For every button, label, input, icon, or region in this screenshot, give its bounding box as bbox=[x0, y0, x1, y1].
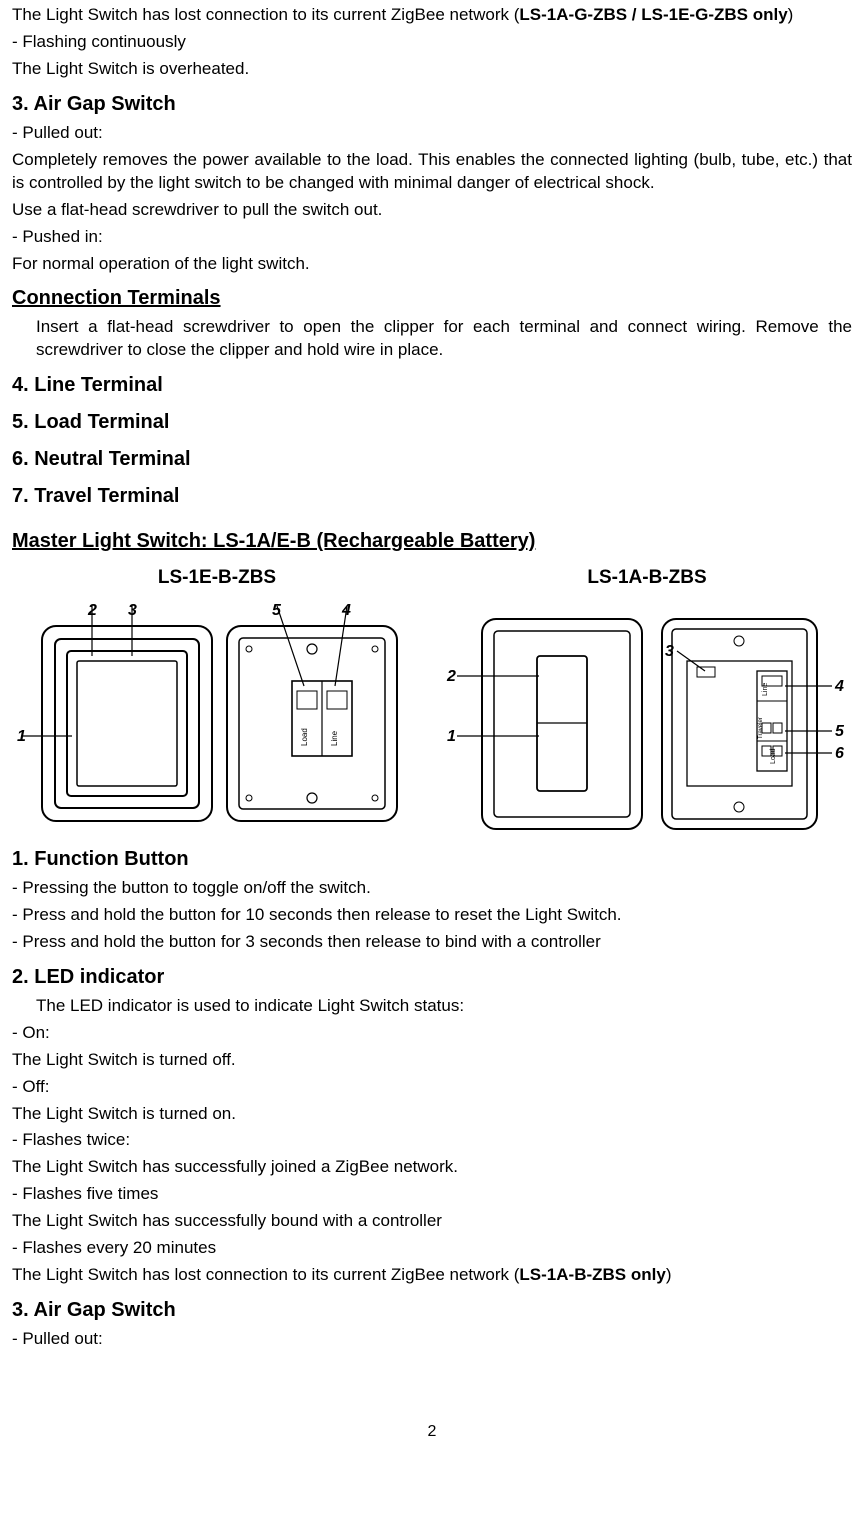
diagram-left-title: LS-1E-B-ZBS bbox=[12, 565, 422, 591]
diagram-right: 1 2 bbox=[442, 601, 852, 836]
led-f20-desc: The Light Switch has lost connection to … bbox=[12, 1264, 852, 1287]
lost-conn-suffix: ) bbox=[788, 5, 794, 24]
diag-left-3: 3 bbox=[128, 602, 137, 619]
led-f20-pre: The Light Switch has lost connection to … bbox=[12, 1265, 519, 1284]
led-intro: The LED indicator is used to indicate Li… bbox=[36, 995, 852, 1018]
led-on: - On: bbox=[12, 1022, 852, 1045]
diag-right-line: Line bbox=[762, 683, 769, 696]
flashing-continuously: - Flashing continuously bbox=[12, 31, 852, 54]
air-gap-heading-1: 3. Air Gap Switch bbox=[12, 91, 852, 118]
line-terminal-heading: 4. Line Terminal bbox=[12, 372, 852, 399]
function-button-heading: 1. Function Button bbox=[12, 846, 852, 873]
diag-right-load: Load bbox=[770, 748, 777, 764]
diag-left-4: 4 bbox=[341, 602, 351, 619]
led-f5: - Flashes five times bbox=[12, 1183, 852, 1206]
diag-right-4: 4 bbox=[834, 678, 844, 695]
air-gap-heading-2: 3. Air Gap Switch bbox=[12, 1297, 852, 1324]
diagram-left: 1 2 3 Load Lin bbox=[12, 601, 422, 836]
diag-right-2: 2 bbox=[446, 668, 456, 685]
diag-right-1: 1 bbox=[447, 728, 456, 745]
connection-terminals-heading: Connection Terminals bbox=[12, 285, 852, 312]
diag-left-5: 5 bbox=[272, 602, 282, 619]
master-heading: Master Light Switch: LS-1A/E-B (Recharge… bbox=[12, 528, 852, 555]
diag-left-1: 1 bbox=[17, 728, 26, 745]
overheated-note: The Light Switch is overheated. bbox=[12, 58, 852, 81]
load-terminal-heading: 5. Load Terminal bbox=[12, 409, 852, 436]
pulled-out-tool: Use a flat-head screwdriver to pull the … bbox=[12, 199, 852, 222]
lost-conn-bold: LS-1A-G-ZBS / LS-1E-G-ZBS only bbox=[519, 5, 787, 24]
func-item-1: - Pressing the button to toggle on/off t… bbox=[12, 877, 852, 900]
led-off-desc: The Light Switch is turned on. bbox=[12, 1103, 852, 1126]
diag-left-2: 2 bbox=[87, 602, 97, 619]
lost-connection-note: The Light Switch has lost connection to … bbox=[12, 4, 852, 27]
diagram-right-col: LS-1A-B-ZBS 1 2 bbox=[442, 565, 852, 836]
diag-right-traveler: Traveler bbox=[758, 717, 764, 739]
diagram-left-col: LS-1E-B-ZBS 1 2 3 bbox=[12, 565, 422, 836]
led-f5-desc: The Light Switch has successfully bound … bbox=[12, 1210, 852, 1233]
led-f2-desc: The Light Switch has successfully joined… bbox=[12, 1156, 852, 1179]
pushed-in-label: - Pushed in: bbox=[12, 226, 852, 249]
led-f20: - Flashes every 20 minutes bbox=[12, 1237, 852, 1260]
connection-terminals-body: Insert a flat-head screwdriver to open t… bbox=[36, 316, 852, 362]
diag-left-line: Line bbox=[330, 730, 339, 746]
airgap2-pulled: - Pulled out: bbox=[12, 1328, 852, 1351]
diagram-right-title: LS-1A-B-ZBS bbox=[442, 565, 852, 591]
neutral-terminal-heading: 6. Neutral Terminal bbox=[12, 446, 852, 473]
diag-right-5: 5 bbox=[835, 723, 845, 740]
led-heading: 2. LED indicator bbox=[12, 964, 852, 991]
diag-left-load: Load bbox=[300, 728, 309, 746]
led-on-desc: The Light Switch is turned off. bbox=[12, 1049, 852, 1072]
travel-terminal-heading: 7. Travel Terminal bbox=[12, 483, 852, 510]
led-off: - Off: bbox=[12, 1076, 852, 1099]
lost-conn-prefix: The Light Switch has lost connection to … bbox=[12, 5, 519, 24]
func-item-3: - Press and hold the button for 3 second… bbox=[12, 931, 852, 954]
diagram-row: LS-1E-B-ZBS 1 2 3 bbox=[12, 565, 852, 836]
led-f20-bold: LS-1A-B-ZBS only bbox=[519, 1265, 665, 1284]
pushed-in-desc: For normal operation of the light switch… bbox=[12, 253, 852, 276]
diag-right-6: 6 bbox=[835, 745, 844, 762]
func-item-2: - Press and hold the button for 10 secon… bbox=[12, 904, 852, 927]
led-f2: - Flashes twice: bbox=[12, 1129, 852, 1152]
pulled-out-label: - Pulled out: bbox=[12, 122, 852, 145]
led-f20-post: ) bbox=[666, 1265, 672, 1284]
page-number: 2 bbox=[12, 1421, 852, 1443]
diag-right-3: 3 bbox=[665, 643, 674, 660]
pulled-out-desc: Completely removes the power available t… bbox=[12, 149, 852, 195]
